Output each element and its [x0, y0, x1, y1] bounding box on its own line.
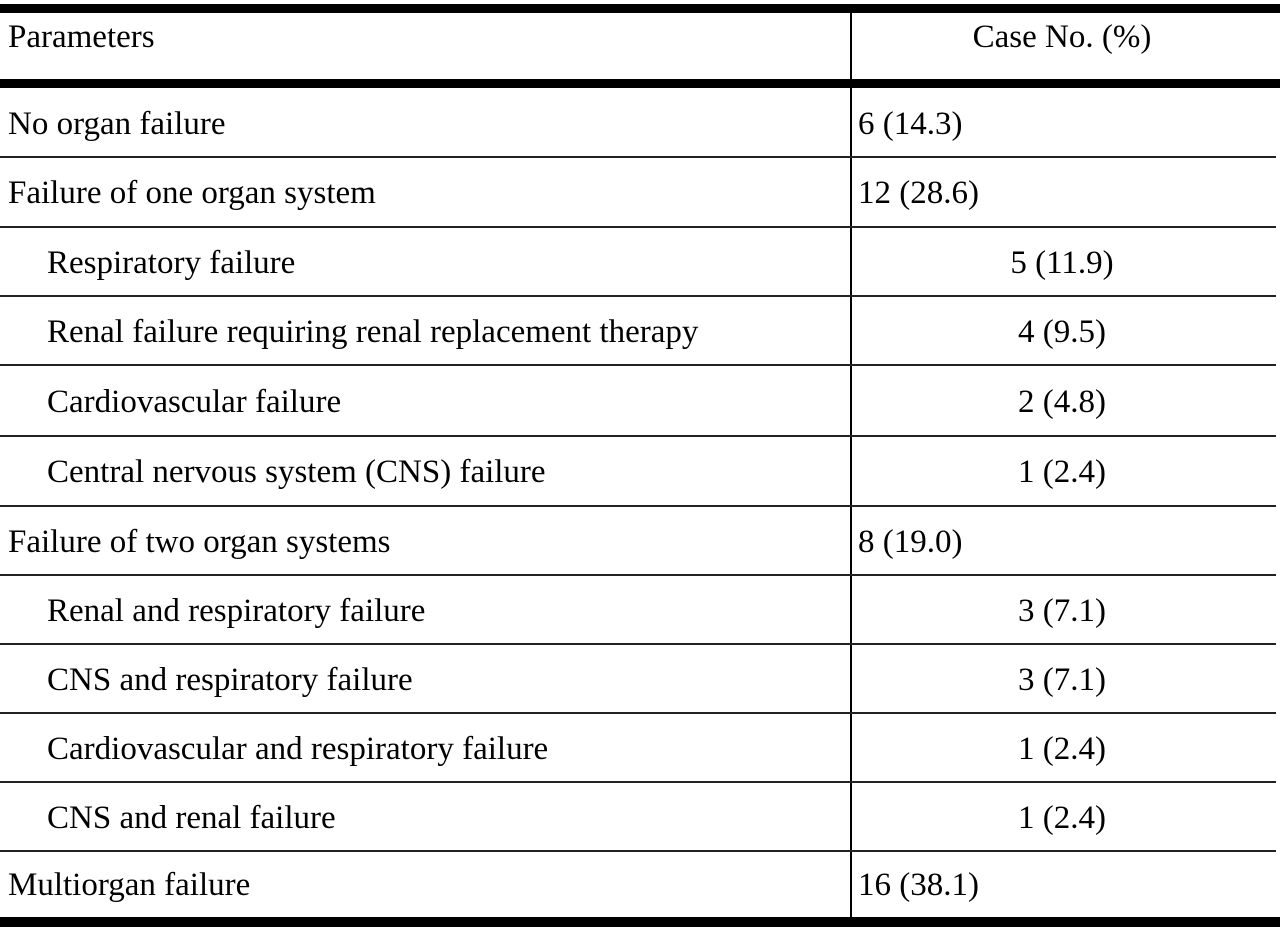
row-label: Renal and respiratory failure [47, 593, 426, 629]
row-value: 1 (2.4) [1018, 800, 1106, 836]
row-label: Cardiovascular and respiratory failure [47, 731, 549, 767]
row-divider [0, 643, 1276, 645]
row-value: 8 (19.0) [858, 524, 963, 560]
row-label: Multiorgan failure [8, 867, 251, 903]
row-label: Cardiovascular failure [47, 384, 342, 420]
row-label: Failure of two organ systems [8, 524, 391, 560]
row-divider [0, 156, 1276, 158]
header-bottom-rule [0, 79, 1280, 88]
table-top-rule [0, 4, 1280, 13]
row-label: Respiratory failure [47, 245, 296, 281]
row-value: 12 (28.6) [858, 175, 979, 211]
row-divider [0, 505, 1276, 507]
row-value: 6 (14.3) [858, 106, 963, 142]
row-divider [0, 226, 1276, 228]
row-label: Failure of one organ system [8, 175, 376, 211]
row-label: Central nervous system (CNS) failure [47, 454, 546, 490]
row-divider [0, 574, 1276, 576]
row-value: 3 (7.1) [1018, 662, 1106, 698]
row-value: 1 (2.4) [1018, 454, 1106, 490]
row-value: 3 (7.1) [1018, 593, 1106, 629]
header-parameters: Parameters [8, 19, 155, 55]
row-label: No organ failure [8, 106, 226, 142]
row-divider [0, 781, 1276, 783]
header-case-no: Case No. (%) [972, 19, 1152, 55]
row-divider [0, 364, 1276, 366]
row-label: CNS and renal failure [47, 800, 336, 836]
body-column-divider [850, 88, 852, 917]
row-value: 1 (2.4) [1018, 731, 1106, 767]
header-column-divider [850, 13, 852, 79]
row-divider [0, 435, 1276, 437]
row-label: CNS and respiratory failure [47, 662, 413, 698]
row-value: 5 (11.9) [1010, 245, 1114, 281]
table-bottom-rule [0, 917, 1280, 927]
row-divider [0, 850, 1276, 852]
row-label: Renal failure requiring renal replacemen… [47, 314, 699, 350]
row-divider [0, 712, 1276, 714]
row-divider [0, 295, 1276, 297]
row-value: 4 (9.5) [1018, 314, 1106, 350]
row-value: 2 (4.8) [1018, 384, 1106, 420]
row-value: 16 (38.1) [858, 867, 979, 903]
